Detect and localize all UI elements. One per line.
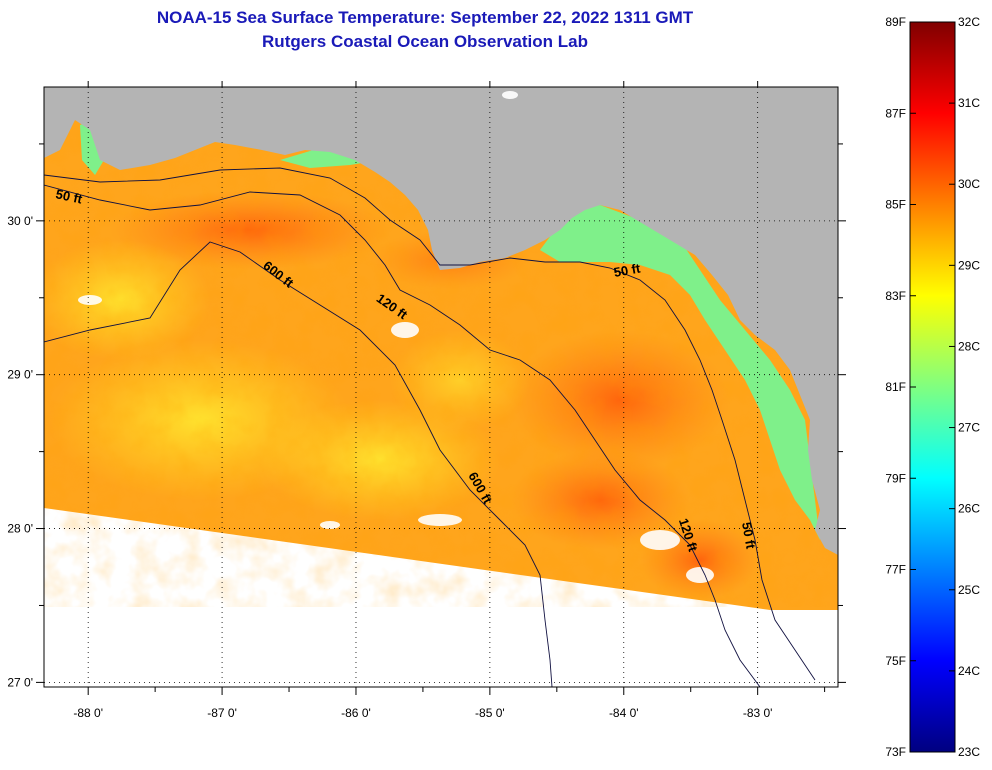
colorbar-scale (909, 21, 956, 753)
colorbar-label-f: 73F (885, 745, 906, 759)
cool-coastal-water (540, 205, 820, 540)
colorbar-label-f: 79F (885, 471, 906, 485)
colorbar-label-c: 26C (958, 502, 980, 516)
colorbar-label-c: 25C (958, 583, 980, 597)
colorbar-label-c: 27C (958, 421, 980, 435)
lon-tick-label: -88 0' (73, 706, 103, 720)
contour-50ft (44, 167, 816, 681)
axis-ticks (36, 81, 846, 695)
colorbar-celsius-labels: 32C 31C 30C 29C 28C 27C 26C 25C 24C 23C (949, 15, 980, 759)
contour-label: 50 ft (613, 260, 643, 280)
map-plot-area (44, 87, 838, 687)
colorbar-label-f: 77F (885, 563, 906, 577)
contour-120ft (44, 184, 761, 687)
colorbar-label-c: 30C (958, 177, 980, 191)
lat-tick-label: 29 0' (7, 368, 33, 382)
longitude-labels: -88 0' -87 0' -86 0' -85 0' -84 0' -83 0' (73, 706, 772, 720)
map-subtitle: Rutgers Coastal Ocean Observation Lab (262, 32, 588, 51)
colorbar-label-f: 81F (885, 380, 906, 394)
colorbar-fahrenheit-labels: 89F 87F 85F 83F 81F 79F 77F 75F 73F (885, 15, 916, 759)
colorbar-label-c: 24C (958, 664, 980, 678)
map-title: NOAA-15 Sea Surface Temperature: Septemb… (156, 8, 694, 27)
colorbar-label-f: 85F (885, 198, 906, 212)
lon-tick-label: -83 0' (743, 706, 773, 720)
colorbar-label-f: 75F (885, 654, 906, 668)
colorbar-label-f: 89F (885, 15, 906, 29)
colorbar-label-c: 28C (958, 339, 980, 353)
colorbar-label-f: 87F (885, 106, 906, 120)
colorbar-label-c: 31C (958, 96, 980, 110)
lat-tick-label: 30 0' (7, 214, 33, 228)
colorbar-label-c: 32C (958, 15, 980, 29)
lat-tick-label: 28 0' (7, 522, 33, 536)
lon-tick-label: -87 0' (207, 706, 237, 720)
temperature-colorbar: 32C 31C 30C 29C 28C 27C 26C 25C 24C 23C 89F 87F 85F… (885, 15, 980, 759)
lon-tick-label: -86 0' (341, 706, 371, 720)
colorbar-label-f: 83F (885, 289, 906, 303)
land-mass (44, 87, 838, 555)
colorbar-label-c: 29C (958, 258, 980, 272)
map-frame (43, 86, 839, 688)
lon-tick-label: -85 0' (475, 706, 505, 720)
latitude-labels: 30 0' 29 0' 28 0' 27 0' (7, 214, 33, 690)
contour-600ft (44, 241, 553, 687)
depth-contours (44, 167, 816, 687)
lat-tick-label: 27 0' (7, 675, 33, 689)
contour-label: 50 ft (739, 521, 759, 551)
lon-tick-label: -84 0' (609, 706, 639, 720)
map-grid (44, 87, 838, 687)
contour-label: 50 ft (54, 186, 84, 206)
colorbar-label-c: 23C (958, 745, 980, 759)
